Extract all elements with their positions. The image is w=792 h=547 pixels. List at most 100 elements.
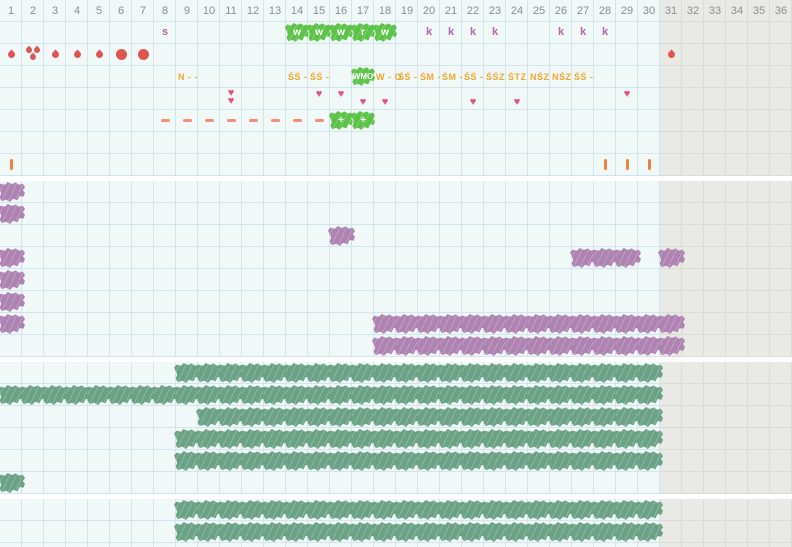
cell-sage[interactable] bbox=[592, 384, 619, 406]
cell-purple[interactable] bbox=[658, 335, 685, 357]
cell-label[interactable]: N - - bbox=[176, 66, 198, 88]
cell-sage[interactable] bbox=[482, 362, 509, 384]
cell-purple[interactable] bbox=[592, 247, 619, 269]
cell-sage[interactable] bbox=[482, 450, 509, 472]
cell-sage[interactable] bbox=[460, 428, 487, 450]
cell-purple[interactable] bbox=[636, 313, 663, 335]
cell-heart[interactable]: ♥ bbox=[374, 88, 396, 110]
cell-droplet[interactable] bbox=[66, 44, 88, 66]
cell-sage[interactable] bbox=[636, 450, 663, 472]
cell-sage[interactable] bbox=[262, 521, 289, 543]
cell-sage[interactable] bbox=[504, 428, 531, 450]
cell-bar[interactable] bbox=[616, 154, 638, 176]
cell-purple[interactable] bbox=[548, 335, 575, 357]
cell-glyph-blob[interactable]: r bbox=[351, 22, 375, 44]
cell-heart[interactable]: ♥ bbox=[462, 88, 484, 110]
cell-sage[interactable] bbox=[570, 499, 597, 521]
cell-glyph-blob[interactable]: w bbox=[285, 22, 309, 44]
cell-sage[interactable] bbox=[64, 384, 91, 406]
cell-sage[interactable] bbox=[460, 521, 487, 543]
cell-purple[interactable] bbox=[636, 335, 663, 357]
cell-sage[interactable] bbox=[196, 499, 223, 521]
cell-glyph-blob[interactable]: + bbox=[329, 110, 353, 132]
cell-sage[interactable] bbox=[504, 384, 531, 406]
cell-sage[interactable] bbox=[108, 384, 135, 406]
cell-heart[interactable]: ♥ ♥ bbox=[220, 88, 242, 110]
cell-sage[interactable] bbox=[218, 521, 245, 543]
cell-sage[interactable] bbox=[504, 362, 531, 384]
cell-sage[interactable] bbox=[372, 428, 399, 450]
cell-purple[interactable] bbox=[372, 335, 399, 357]
cell-purple[interactable] bbox=[0, 313, 25, 335]
cell-purple[interactable] bbox=[548, 313, 575, 335]
cell-purple[interactable] bbox=[570, 247, 597, 269]
cell-label[interactable]: NŚZ bbox=[528, 66, 550, 88]
cell-sage[interactable] bbox=[394, 406, 421, 428]
cell-sage[interactable] bbox=[86, 384, 113, 406]
cell-sage[interactable] bbox=[306, 384, 333, 406]
cell-sage[interactable] bbox=[196, 362, 223, 384]
cell-heart[interactable]: ♥ bbox=[506, 88, 528, 110]
cell-purple[interactable] bbox=[504, 335, 531, 357]
cell-dot[interactable] bbox=[132, 44, 154, 66]
cell-label[interactable]: ŚM - bbox=[418, 66, 441, 88]
cell-sage[interactable] bbox=[174, 428, 201, 450]
cell-sage[interactable] bbox=[614, 428, 641, 450]
cell-sage[interactable] bbox=[328, 521, 355, 543]
cell-sage[interactable] bbox=[636, 521, 663, 543]
cell-sage[interactable] bbox=[306, 521, 333, 543]
cell-sage[interactable] bbox=[196, 450, 223, 472]
cell-purple[interactable] bbox=[482, 335, 509, 357]
cell-purple[interactable] bbox=[394, 313, 421, 335]
cell-sage[interactable] bbox=[548, 406, 575, 428]
cell-sage[interactable] bbox=[218, 499, 245, 521]
cell-purple[interactable] bbox=[438, 313, 465, 335]
cell-sage[interactable] bbox=[240, 428, 267, 450]
cell-purple[interactable] bbox=[0, 291, 25, 313]
cell-glyph-blob[interactable]: + bbox=[351, 110, 375, 132]
cell-sage[interactable] bbox=[438, 362, 465, 384]
cell-sage[interactable] bbox=[614, 384, 641, 406]
cell-sage[interactable] bbox=[526, 406, 553, 428]
cell-letter[interactable]: k bbox=[594, 22, 616, 44]
cell-sage[interactable] bbox=[438, 384, 465, 406]
cell-label-blob[interactable]: WMO bbox=[351, 66, 375, 88]
cell-label[interactable]: ŚŚ - bbox=[396, 66, 418, 88]
cell-purple[interactable] bbox=[614, 247, 641, 269]
cell-sage[interactable] bbox=[306, 362, 333, 384]
cell-sage[interactable] bbox=[482, 428, 509, 450]
cell-label[interactable]: ŚŚ - bbox=[308, 66, 330, 88]
cell-sage[interactable] bbox=[284, 384, 311, 406]
cell-purple[interactable] bbox=[0, 181, 25, 203]
cell-sage[interactable] bbox=[548, 499, 575, 521]
cell-sage[interactable] bbox=[130, 384, 157, 406]
cell-sage[interactable] bbox=[394, 428, 421, 450]
cell-sage[interactable] bbox=[350, 384, 377, 406]
cell-sage[interactable] bbox=[262, 384, 289, 406]
cell-heart[interactable]: ♥ bbox=[308, 88, 330, 110]
cell-sage[interactable] bbox=[174, 362, 201, 384]
cell-sage[interactable] bbox=[504, 450, 531, 472]
cell-letter[interactable]: k bbox=[572, 22, 594, 44]
cell-bar[interactable] bbox=[638, 154, 660, 176]
cell-bar[interactable] bbox=[0, 154, 22, 176]
cell-purple[interactable] bbox=[438, 335, 465, 357]
cell-sage[interactable] bbox=[614, 406, 641, 428]
cell-purple[interactable] bbox=[504, 313, 531, 335]
cell-sage[interactable] bbox=[438, 521, 465, 543]
cell-sage[interactable] bbox=[218, 362, 245, 384]
cell-sage[interactable] bbox=[416, 406, 443, 428]
cell-glyph-blob[interactable]: w bbox=[307, 22, 331, 44]
cell-dash[interactable] bbox=[220, 110, 242, 132]
cell-sage[interactable] bbox=[394, 362, 421, 384]
cell-bar[interactable] bbox=[594, 154, 616, 176]
cell-dash[interactable] bbox=[286, 110, 308, 132]
cell-droplet[interactable] bbox=[660, 44, 682, 66]
cell-sage[interactable] bbox=[372, 499, 399, 521]
cell-glyph-blob[interactable]: w bbox=[373, 22, 397, 44]
cell-sage[interactable] bbox=[570, 362, 597, 384]
cell-sage[interactable] bbox=[174, 450, 201, 472]
cell-sage[interactable] bbox=[636, 499, 663, 521]
cell-sage[interactable] bbox=[460, 384, 487, 406]
cell-sage[interactable] bbox=[570, 428, 597, 450]
